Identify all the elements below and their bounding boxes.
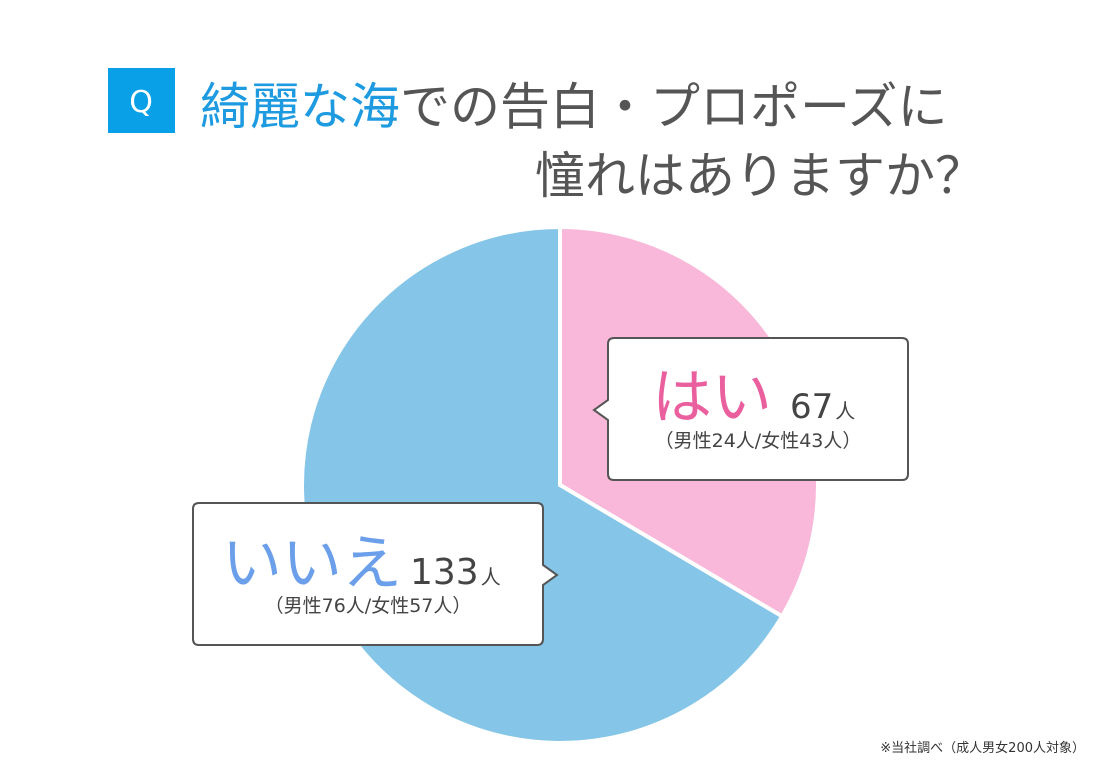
unit-label: 人 [481, 565, 501, 589]
title-highlight: 綺麗な海 [200, 78, 400, 136]
unit-label: 人 [835, 399, 855, 423]
callout-box [592, 337, 909, 481]
data-label: 133 [410, 552, 479, 593]
callouts: はい 67 人（男性24人/女性43人）いいえ 133 人（男性76人/女性57人） [192, 337, 909, 646]
title-rest: での告白・プロポーズに [400, 78, 948, 136]
callout-label: はい 67 人 [652, 363, 855, 433]
category-label: はい [652, 363, 772, 433]
chart-title: 綺麗な海での告白・プロポーズに [200, 78, 948, 136]
category-label: いいえ [222, 529, 402, 599]
callout-label: いいえ 133 人 [222, 529, 501, 599]
badge: Q [129, 85, 153, 120]
chart-title-line2: 憧れはありますか？ [535, 147, 985, 205]
footnote: ※当社調べ（成人男女200人対象） [880, 740, 1085, 756]
breakdown-label: （男性76人/女性57人） [265, 595, 472, 617]
badge-box [108, 68, 175, 133]
breakdown-label: （男性24人/女性43人） [655, 430, 862, 452]
data-label: 67 [790, 387, 833, 427]
pie [300, 224, 820, 745]
callout-box [192, 502, 559, 646]
